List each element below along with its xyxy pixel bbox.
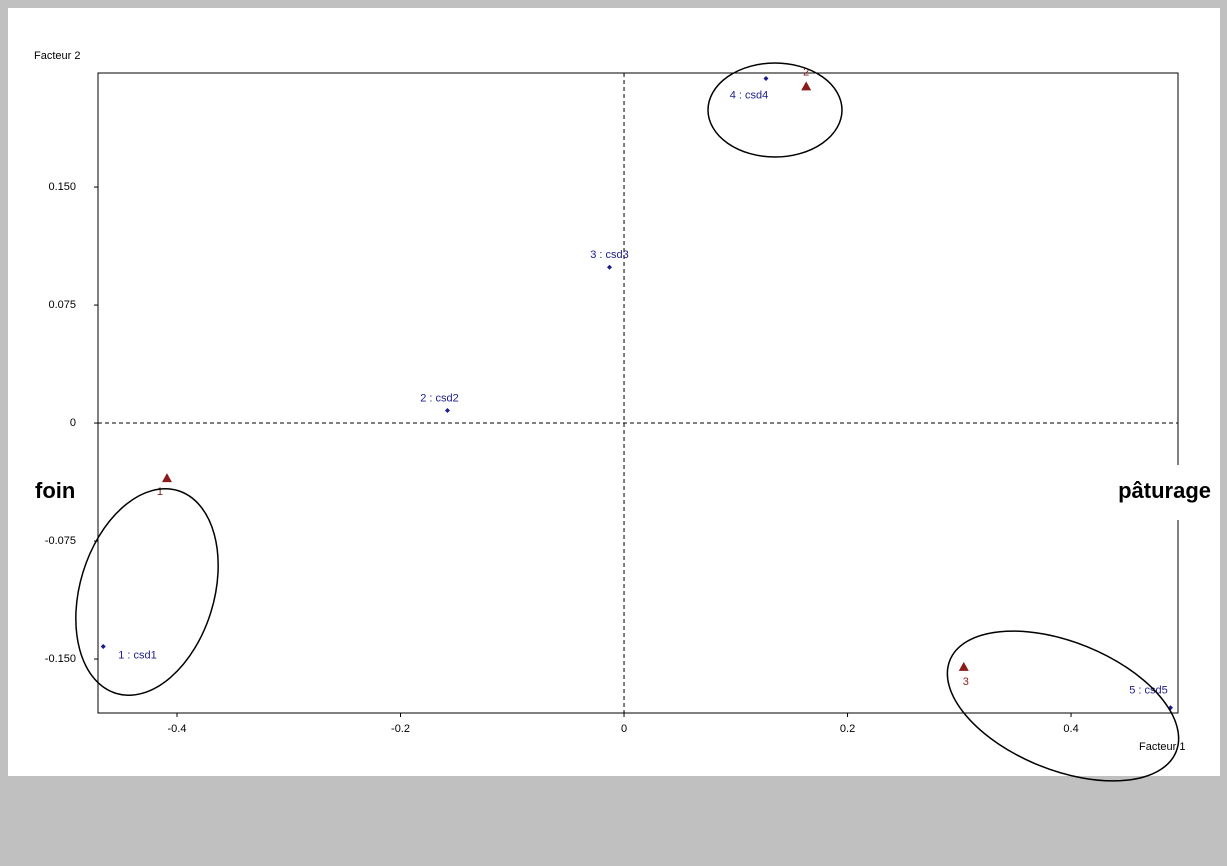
plot-frame [97, 72, 1179, 714]
point [161, 473, 172, 483]
highlight-ellipse [75, 488, 219, 696]
point-label: 3 [963, 676, 969, 688]
panel [8, 8, 1220, 776]
x-tick-label: 0.2 [840, 723, 855, 735]
y-axis-label: Facteur 2 [34, 50, 80, 62]
y-tick-label: -0.075 [45, 535, 76, 547]
point-label: 1 [157, 486, 163, 498]
point [801, 81, 812, 91]
highlight-ellipse [707, 62, 843, 158]
point-label: 2 : csd2 [420, 392, 459, 404]
annotation: pâturage [1118, 478, 1211, 503]
highlight-ellipse [946, 630, 1180, 782]
annotation-box [1090, 465, 1220, 520]
x-tick-label: -0.2 [391, 723, 410, 735]
point-label: 1 : csd1 [118, 649, 157, 661]
point-label: 2 [803, 66, 809, 78]
point-label: 5 : csd5 [1129, 685, 1168, 697]
annotation-box [8, 465, 97, 520]
y-tick-label: -0.150 [45, 653, 76, 665]
point [958, 661, 969, 671]
x-tick-label: -0.4 [168, 723, 187, 735]
annotation: foin [35, 478, 75, 503]
x-tick-label: 0 [621, 723, 627, 735]
x-tick-label: 0.4 [1063, 723, 1078, 735]
y-tick-label: 0 [70, 417, 76, 429]
y-tick-label: 0.150 [48, 181, 76, 193]
point [444, 407, 450, 413]
point [763, 76, 769, 82]
point [100, 643, 106, 649]
point [607, 264, 613, 270]
x-axis-label: Facteur 1 [1139, 741, 1185, 753]
y-tick-label: 0.075 [48, 299, 76, 311]
point-label: 4 : csd4 [730, 89, 769, 101]
point-label: 3 : csd3 [590, 249, 629, 261]
